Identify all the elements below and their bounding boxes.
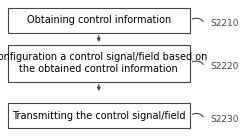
FancyBboxPatch shape (8, 103, 190, 128)
Text: S2210: S2210 (210, 19, 238, 28)
Text: Obtaining control information: Obtaining control information (26, 15, 171, 25)
Text: S2230: S2230 (210, 115, 238, 123)
FancyBboxPatch shape (8, 45, 190, 82)
Text: Transmitting the control signal/field: Transmitting the control signal/field (12, 111, 186, 121)
FancyBboxPatch shape (8, 8, 190, 33)
Text: S2220: S2220 (210, 62, 238, 71)
Text: Configuration a control signal/field based on
the obtained control information: Configuration a control signal/field bas… (0, 52, 207, 74)
